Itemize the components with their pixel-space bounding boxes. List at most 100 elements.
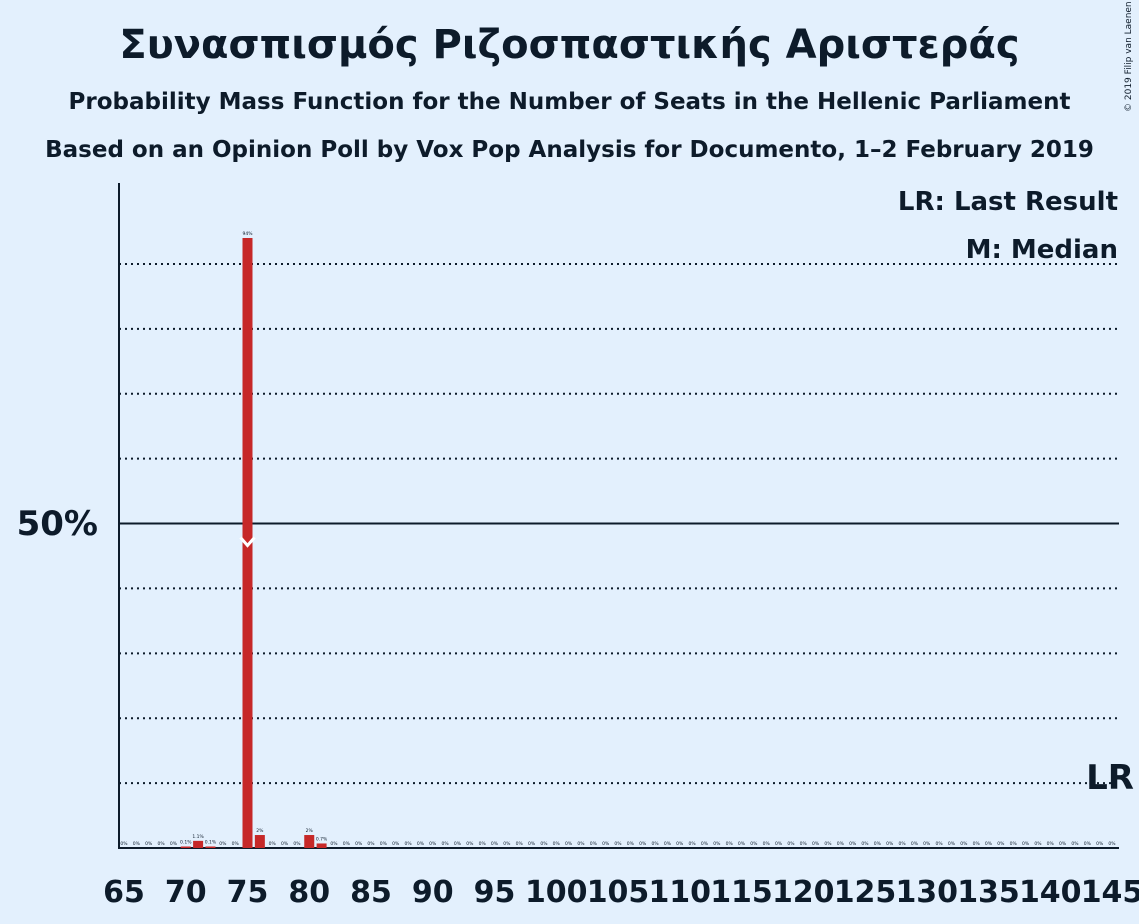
value-label-90: 0%: [429, 841, 437, 847]
value-label-140: 0%: [1047, 841, 1055, 847]
value-label-110: 0%: [676, 841, 684, 847]
value-label-114: 0%: [726, 841, 734, 847]
value-label-78: 0%: [281, 841, 289, 847]
value-label-141: 0%: [1059, 841, 1067, 847]
x-tick-label-75: 75: [227, 875, 269, 910]
value-label-83: 0%: [343, 841, 351, 847]
x-tick-label-105: 105: [587, 875, 650, 910]
value-label-137: 0%: [1010, 841, 1018, 847]
value-label-109: 0%: [664, 841, 672, 847]
value-label-81: 0.7%: [316, 836, 328, 842]
value-label-144: 0%: [1096, 841, 1104, 847]
value-labels: 0% 0% 0% 0% 0% 0.1%1.1%0.1% 0% 0%94%2%0% 0% 0%2%0…: [120, 231, 1116, 847]
value-label-68: 0%: [157, 841, 165, 847]
value-label-124: 0%: [849, 841, 857, 847]
value-label-117: 0%: [763, 841, 771, 847]
value-label-91: 0%: [442, 841, 450, 847]
value-label-125: 0%: [861, 841, 869, 847]
value-label-102: 0%: [577, 841, 585, 847]
value-label-106: 0%: [627, 841, 635, 847]
value-label-75: 94%: [242, 231, 253, 237]
value-label-129: 0%: [911, 841, 919, 847]
value-label-67: 0%: [145, 841, 153, 847]
value-label-85: 0%: [367, 841, 375, 847]
value-label-88: 0%: [404, 841, 412, 847]
value-label-118: 0%: [775, 841, 783, 847]
value-label-115: 0%: [738, 841, 746, 847]
value-label-104: 0%: [602, 841, 610, 847]
value-label-92: 0%: [454, 841, 462, 847]
legend-median: M: Median: [966, 235, 1118, 265]
value-label-105: 0%: [614, 841, 622, 847]
value-label-128: 0%: [898, 841, 906, 847]
value-label-94: 0%: [479, 841, 487, 847]
x-tick-label-110: 110: [648, 875, 711, 910]
x-tick-label-115: 115: [710, 875, 773, 910]
bars: [180, 238, 327, 848]
median-marker: [239, 536, 256, 548]
value-label-98: 0%: [528, 841, 536, 847]
value-label-111: 0%: [689, 841, 697, 847]
x-tick-label-85: 85: [350, 875, 392, 910]
value-label-84: 0%: [355, 841, 363, 847]
x-tick-label-145: 145: [1081, 875, 1139, 910]
value-label-79: 0%: [293, 841, 301, 847]
value-label-138: 0%: [1022, 841, 1030, 847]
value-label-66: 0%: [133, 841, 141, 847]
value-label-143: 0%: [1084, 841, 1092, 847]
chart-subtitle-source: Based on an Opinion Poll by Vox Pop Anal…: [45, 137, 1094, 163]
value-label-95: 0%: [491, 841, 499, 847]
x-tick-label-100: 100: [525, 875, 588, 910]
value-label-72: 0.1%: [205, 840, 217, 846]
x-tick-label-135: 135: [957, 875, 1020, 910]
bar-80: [304, 835, 315, 848]
value-label-82: 0%: [330, 841, 338, 847]
value-label-76: 2%: [256, 828, 264, 834]
value-label-100: 0%: [553, 841, 561, 847]
chart-subtitle: Probability Mass Function for the Number…: [68, 89, 1071, 115]
value-label-107: 0%: [639, 841, 647, 847]
x-tick-label-140: 140: [1019, 875, 1082, 910]
x-tick-label-90: 90: [412, 875, 454, 910]
value-label-97: 0%: [516, 841, 524, 847]
value-label-77: 0%: [269, 841, 277, 847]
legend-last-result: LR: Last Result: [898, 187, 1118, 217]
value-label-103: 0%: [590, 841, 598, 847]
gridlines: [119, 262, 1119, 785]
bar-75: [242, 238, 253, 848]
value-label-119: 0%: [787, 841, 795, 847]
bar-76: [254, 835, 265, 848]
value-label-112: 0%: [701, 841, 709, 847]
chart-title: Συνασπισμός Ριζοσπαστικής Αριστεράς: [119, 22, 1020, 68]
value-label-130: 0%: [923, 841, 931, 847]
value-label-131: 0%: [936, 841, 944, 847]
bar-81: [316, 843, 327, 848]
x-tick-label-130: 130: [895, 875, 958, 910]
value-label-80: 2%: [306, 828, 314, 834]
value-label-136: 0%: [997, 841, 1005, 847]
value-label-99: 0%: [540, 841, 548, 847]
value-label-123: 0%: [837, 841, 845, 847]
value-label-139: 0%: [1034, 841, 1042, 847]
value-label-135: 0%: [985, 841, 993, 847]
value-label-71: 1.1%: [192, 834, 204, 840]
value-label-145: 0%: [1108, 841, 1116, 847]
median-chevron: [239, 536, 256, 548]
value-label-108: 0%: [651, 841, 659, 847]
value-label-133: 0%: [960, 841, 968, 847]
value-label-113: 0%: [713, 841, 721, 847]
bar-71: [193, 840, 204, 848]
value-label-93: 0%: [466, 841, 474, 847]
y-tick-label-50: 50%: [17, 504, 98, 544]
value-label-127: 0%: [886, 841, 894, 847]
x-tick-labels: 65 70 75 80 85 90 95 100 105 110 115 120 125 130 135 14…: [103, 875, 1139, 910]
value-label-142: 0%: [1071, 841, 1079, 847]
value-label-74: 0%: [232, 841, 240, 847]
value-label-116: 0%: [750, 841, 758, 847]
x-tick-label-120: 120: [772, 875, 835, 910]
value-label-122: 0%: [824, 841, 832, 847]
value-label-69: 0%: [170, 841, 178, 847]
value-label-132: 0%: [948, 841, 956, 847]
bar-70: [180, 846, 191, 848]
